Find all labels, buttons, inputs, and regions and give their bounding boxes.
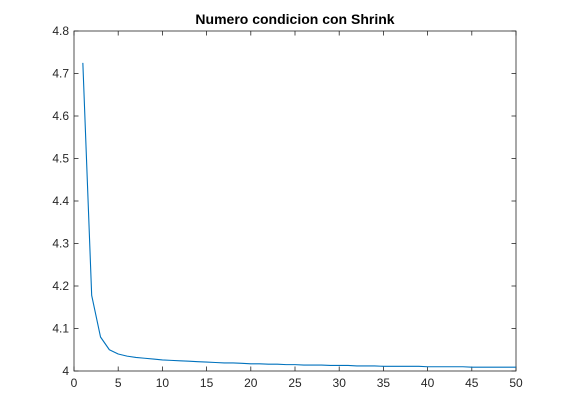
y-tick-label: 4.8 <box>52 24 69 38</box>
y-tick-label: 4.7 <box>52 67 69 81</box>
y-tick-label: 4 <box>62 364 69 378</box>
x-tick-label: 35 <box>377 376 391 390</box>
x-tick-label: 0 <box>71 376 78 390</box>
y-tick-label: 4.3 <box>52 237 69 251</box>
x-tick-label: 10 <box>156 376 170 390</box>
plot-area-box <box>73 30 517 372</box>
x-tick-label: 20 <box>244 376 258 390</box>
y-tick-label: 4.6 <box>52 109 69 123</box>
y-tick-label: 4.4 <box>52 194 69 208</box>
x-tick-label: 15 <box>200 376 214 390</box>
x-tick-label: 50 <box>509 376 523 390</box>
y-tick-label: 4.5 <box>52 152 69 166</box>
x-tick-label: 40 <box>421 376 435 390</box>
x-tick-label: 30 <box>333 376 347 390</box>
y-tick-label: 4.1 <box>52 322 69 336</box>
x-tick-label: 25 <box>288 376 302 390</box>
chart-title: Numero condicion con Shrink <box>195 11 395 27</box>
x-tick-label: 45 <box>465 376 479 390</box>
y-tick-label: 4.2 <box>52 279 69 293</box>
series-line <box>82 62 516 368</box>
x-tick-label: 5 <box>115 376 122 390</box>
